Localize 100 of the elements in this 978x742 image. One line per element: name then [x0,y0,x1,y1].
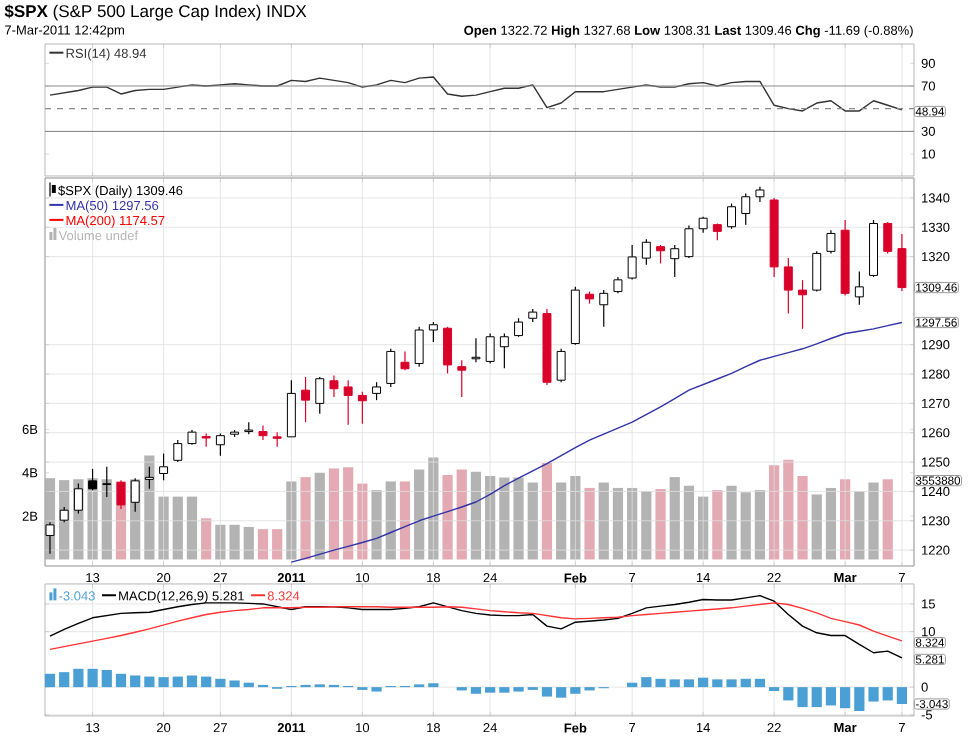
bar [385,481,396,560]
bar [669,477,680,560]
candlestick [783,257,793,315]
bar [896,687,908,705]
candlestick [741,192,751,226]
candlestick [428,321,438,343]
bar [399,481,411,560]
bar [101,669,112,688]
candlestick [173,439,183,463]
bar [243,526,254,560]
bar [485,687,496,693]
candlestick [826,229,836,255]
candlestick [315,376,325,415]
bar [825,487,837,560]
candlestick [641,238,651,266]
bar [669,679,680,688]
bar [840,687,851,709]
bar [754,678,766,688]
bar [229,680,240,688]
candlestick [485,332,495,365]
bar [272,529,283,560]
bar [541,463,553,560]
bar [797,687,808,708]
bar [201,518,212,560]
bar [343,467,354,560]
candlestick [88,468,98,491]
bar [868,687,879,702]
bar [882,687,893,701]
bar [371,490,382,560]
bar [470,687,482,694]
bar [59,672,70,688]
bar [570,687,581,694]
bar [584,487,595,560]
bar [87,668,98,688]
bar [186,675,198,688]
bar [300,477,311,560]
candlestick [301,376,311,423]
bar [470,471,482,560]
candlestick [215,433,225,457]
candlestick [670,244,680,278]
bar [683,485,695,560]
candlestick [286,379,296,438]
bar [172,496,183,560]
bar [158,496,169,560]
bar [328,468,340,560]
bar [655,678,666,688]
candlestick [656,244,666,264]
bar [612,487,624,560]
candlestick [144,466,154,490]
bar [44,673,56,688]
bar [314,472,325,560]
bar [811,494,822,560]
bar [598,482,609,560]
bar [754,490,766,560]
bar [641,491,652,560]
candlestick [499,332,509,369]
bar [527,482,538,560]
bar [158,677,169,688]
bar [825,687,837,706]
candlestick [627,244,637,281]
bar [414,469,425,560]
bar [556,482,567,560]
bar [882,479,893,560]
candlestick [556,348,566,383]
bar [229,524,240,560]
candlestick [443,326,453,375]
candlestick [684,224,694,259]
bar [698,677,709,688]
bar [257,529,269,560]
candlestick [258,424,268,441]
bar [854,687,865,711]
bar [456,469,467,560]
bar [144,455,155,560]
bar [499,477,510,560]
bar [513,477,524,560]
bar [655,489,666,560]
bar [783,687,794,701]
bar [712,679,723,688]
bar [73,668,84,688]
bar [726,485,737,560]
candlestick [471,337,481,363]
bar [811,687,822,708]
bar [783,459,794,560]
candlestick [812,250,822,293]
candlestick [414,326,424,368]
bar [740,492,751,560]
chart-title: $SPX (S&P 500 Large Cap Index) INDX [4,4,307,21]
bar [868,482,879,560]
candlestick [329,374,339,398]
bar [854,491,865,560]
bar [797,476,808,560]
candlestick [727,202,737,230]
candlestick [159,452,169,481]
candlestick [854,271,864,306]
candlestick [457,359,467,398]
bar [130,675,141,688]
bar [101,479,112,560]
bar [712,490,723,560]
candlestick [343,379,353,426]
candlestick [386,348,396,388]
